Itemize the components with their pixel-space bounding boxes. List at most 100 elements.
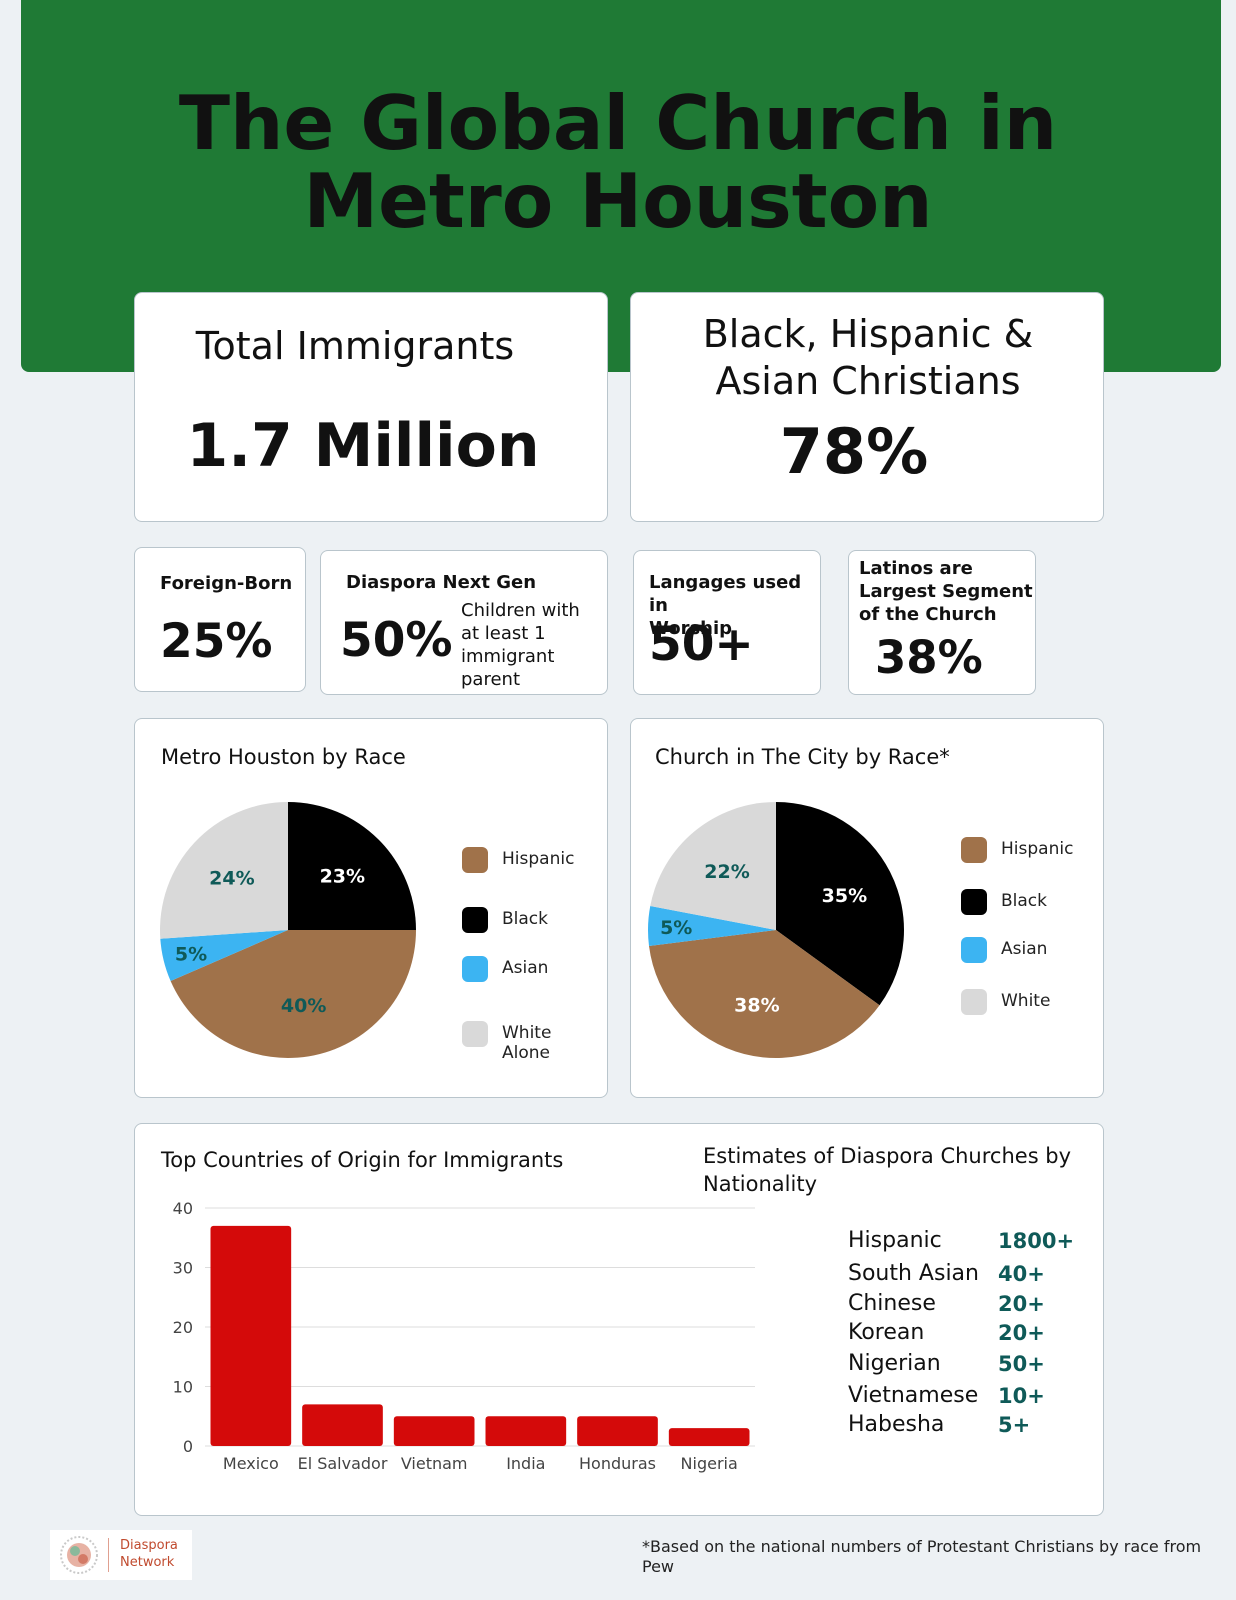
- legend-swatch-asian: [462, 956, 488, 982]
- languages-card: Langages used in Worship 50+: [633, 550, 821, 695]
- pie-slice-black: [776, 802, 904, 1006]
- legend-swatch-hispanic: [961, 837, 987, 863]
- globe-icon: [60, 1536, 98, 1574]
- bar-honduras: [577, 1416, 658, 1446]
- estimate-nationality: Nigerian: [848, 1351, 941, 1376]
- christians-label-line-1: Black, Hispanic &: [702, 312, 1034, 356]
- x-tick-label: Mexico: [223, 1454, 279, 1473]
- title-line-2: Metro Houston: [303, 157, 933, 245]
- logo-text-line-2: Network: [120, 1555, 175, 1570]
- languages-value: 50+: [649, 617, 754, 672]
- x-tick-label: India: [506, 1454, 545, 1473]
- y-tick-label: 0: [183, 1437, 193, 1456]
- pie-data-label: 40%: [281, 995, 326, 1017]
- languages-label-line-2: Worship: [649, 618, 733, 639]
- languages-label: Langages used in Worship: [649, 571, 820, 640]
- pie-slice-hispanic: [649, 930, 880, 1058]
- next-gen-note-line-3: immigrant: [461, 646, 555, 667]
- pie-slice-asian: [160, 930, 288, 981]
- pie-data-label: 23%: [320, 866, 365, 888]
- church-race-pie-chart: 35% 38% 5% 22%: [648, 802, 904, 1058]
- legend-swatch-black: [462, 907, 488, 933]
- logo-divider: [108, 1538, 109, 1572]
- pie-data-label: 5%: [660, 917, 692, 939]
- origins-card: Top Countries of Origin for Immigrants 0…: [134, 1123, 1104, 1516]
- estimate-nationality: Chinese: [848, 1291, 936, 1316]
- estimates-title-line-2: Nationality: [703, 1172, 818, 1196]
- bar-el-salvador: [302, 1404, 383, 1446]
- x-tick-label: Vietnam: [401, 1454, 468, 1473]
- total-immigrants-value: 1.7 Million: [186, 411, 540, 481]
- christians-label: Black, Hispanic & Asian Christians: [661, 311, 1075, 405]
- bar-india: [485, 1416, 567, 1446]
- footnote: *Based on the national numbers of Protes…: [642, 1537, 1202, 1576]
- legend-label-white: White: [1001, 991, 1051, 1011]
- next-gen-note: Children with at least 1 immigrant paren…: [461, 599, 580, 691]
- estimate-count: 1800+: [998, 1229, 1075, 1253]
- pie-slice-asian: [648, 906, 776, 947]
- y-tick-label: 20: [173, 1318, 193, 1337]
- estimate-nationality: South Asian: [848, 1261, 979, 1286]
- latinos-label-line-2: Largest Segment: [859, 581, 1033, 602]
- estimate-count: 5+: [998, 1413, 1031, 1437]
- pie-data-label: 35%: [822, 885, 867, 907]
- pie-slice-hispanic: [170, 930, 416, 1058]
- estimates-title-line-1: Estimates of Diaspora Churches by: [703, 1144, 1072, 1168]
- origins-bar-chart: 0 10 20 30 40 Mexico El Salvador Vietnam India Ho…: [173, 1199, 755, 1473]
- x-tick-label: Nigeria: [681, 1454, 738, 1473]
- legend-swatch-white-alone: [462, 1021, 488, 1047]
- next-gen-note-line-2: at least 1: [461, 623, 546, 644]
- pie-data-label: 38%: [734, 994, 779, 1016]
- pie-data-label: 24%: [209, 868, 254, 890]
- origins-chart-title: Top Countries of Origin for Immigrants: [161, 1148, 564, 1172]
- christians-card: Black, Hispanic & Asian Christians 78%: [630, 292, 1104, 522]
- latinos-card: Latinos are Largest Segment of the Churc…: [848, 550, 1036, 695]
- church-race-card: Church in The City by Race* 35% 38% 5% 22% …: [630, 718, 1104, 1098]
- y-tick-label: 30: [173, 1259, 193, 1278]
- legend-label-asian: Asian: [502, 958, 549, 978]
- estimate-nationality: Habesha: [848, 1412, 945, 1437]
- pie-slice-black: [288, 802, 416, 930]
- bar-nigeria: [668, 1428, 750, 1446]
- legend-swatch-asian: [961, 937, 987, 963]
- legend-swatch-white: [961, 989, 987, 1015]
- legend-label-black: Black: [502, 909, 548, 929]
- x-tick-label: Honduras: [579, 1454, 656, 1473]
- estimate-count: 50+: [998, 1352, 1045, 1376]
- total-immigrants-label: Total Immigrants: [195, 324, 515, 368]
- estimate-count: 40+: [998, 1262, 1045, 1286]
- bar-mexico: [210, 1225, 292, 1446]
- page-title: The Global Church in Metro Houston: [0, 84, 1236, 240]
- legend-label-asian: Asian: [1001, 939, 1048, 959]
- x-tick-label: El Salvador: [298, 1454, 388, 1473]
- pie-slice-white: [650, 802, 776, 930]
- estimate-nationality: Vietnamese: [848, 1383, 979, 1408]
- next-gen-note-line-1: Children with: [461, 600, 580, 621]
- latinos-label-line-1: Latinos are: [859, 558, 973, 579]
- legend-label-white-alone: White Alone: [502, 1023, 552, 1063]
- christians-label-line-2: Asian Christians: [715, 359, 1021, 403]
- legend-label-hispanic: Hispanic: [1001, 839, 1074, 859]
- pie-data-label: 22%: [704, 861, 749, 883]
- y-tick-label: 40: [173, 1199, 193, 1218]
- metro-race-pie-chart: 23% 40% 5% 24%: [160, 802, 416, 1058]
- estimate-nationality: Hispanic: [848, 1228, 942, 1253]
- metro-race-title: Metro Houston by Race: [161, 745, 406, 769]
- bar-vietnam: [393, 1416, 475, 1446]
- foreign-born-card: Foreign-Born 25%: [134, 547, 306, 692]
- next-gen-value: 50%: [340, 613, 453, 668]
- estimates-title: Estimates of Diaspora Churches by Nation…: [703, 1142, 1071, 1198]
- next-gen-card: Diaspora Next Gen 50% Children with at l…: [320, 550, 608, 695]
- next-gen-note-line-4: parent: [461, 669, 521, 690]
- logo-text-line-1: Diaspora: [120, 1538, 178, 1553]
- metro-race-card: Metro Houston by Race 23% 40% 5% 24% Hispan…: [134, 718, 608, 1098]
- latinos-label-line-3: of the Church: [859, 604, 997, 625]
- foreign-born-value: 25%: [160, 614, 273, 669]
- latinos-value: 38%: [875, 631, 983, 684]
- languages-label-line-1: Langages used in: [649, 572, 802, 616]
- title-line-1: The Global Church in: [178, 79, 1058, 167]
- next-gen-label: Diaspora Next Gen: [346, 572, 537, 593]
- estimate-count: 10+: [998, 1384, 1045, 1408]
- total-immigrants-card: Total Immigrants 1.7 Million: [134, 292, 608, 522]
- estimate-count: 20+: [998, 1321, 1045, 1345]
